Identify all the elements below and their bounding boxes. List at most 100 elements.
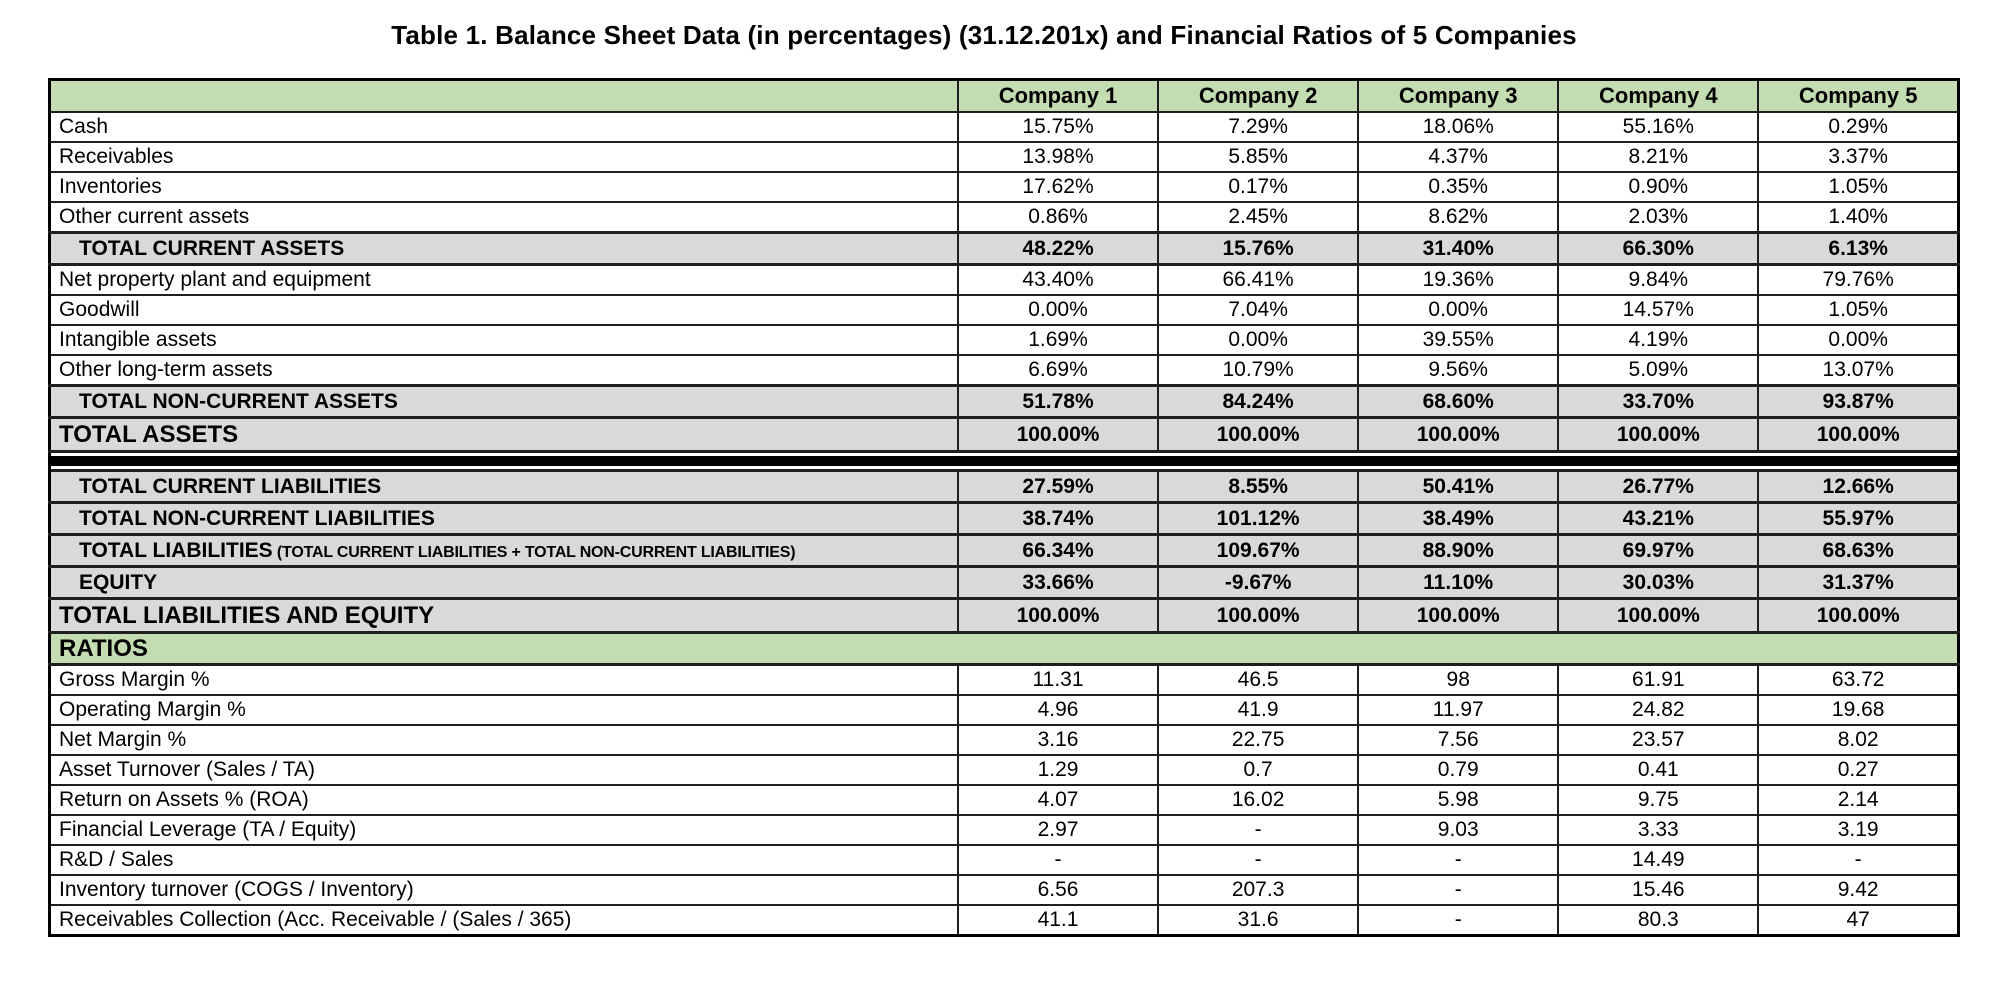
- row-label: Cash: [59, 115, 109, 138]
- value-cell: 0.35%: [1357, 171, 1560, 203]
- table-row: TOTAL CURRENT ASSETS 48.22% 15.76% 31.40% 66…: [48, 231, 1960, 266]
- corner-cell: [48, 78, 959, 113]
- value-cell: 48.22%: [956, 231, 1160, 266]
- value-cell: 11.10%: [1357, 565, 1560, 600]
- value-cell: 0.00%: [1157, 324, 1360, 356]
- value-cell: 68.60%: [1357, 384, 1560, 419]
- balance-sheet-table: Company 1 Company 2 Company 3 Company 4 …: [48, 78, 1960, 937]
- value-cell: 38.74%: [956, 501, 1160, 536]
- value-cell: 109.67%: [1157, 533, 1360, 568]
- value-cell: -9.67%: [1157, 565, 1360, 600]
- table-row: Intangible assets 1.69% 0.00% 39.55% 4.19% 0.…: [48, 324, 1960, 356]
- value-cell: 2.14: [1757, 784, 1960, 816]
- value-cell: 18.06%: [1357, 111, 1560, 143]
- value-cell: 11.31: [956, 663, 1160, 696]
- companies-header-row: Company 1 Company 2 Company 3 Company 4 …: [48, 78, 1960, 113]
- table-row: Gross Margin % 11.31 46.5 98 61.91 63.72: [48, 663, 1960, 696]
- value-cell: 11.97: [1357, 694, 1560, 726]
- row-label-cell: Inventories: [48, 171, 959, 203]
- row-label-cell: Inventory turnover (COGS / Inventory): [48, 874, 959, 906]
- row-label-cell: TOTAL CURRENT ASSETS: [48, 231, 959, 266]
- row-label: Inventory turnover (COGS / Inventory): [59, 878, 414, 901]
- row-label: Other current assets: [59, 205, 250, 228]
- value-cell: 100.00%: [1757, 416, 1960, 453]
- value-cell: 2.45%: [1157, 201, 1360, 234]
- company-2-header: Company 2: [1157, 78, 1360, 113]
- value-cell: 19.68: [1757, 694, 1960, 726]
- value-cell: 15.75%: [956, 111, 1160, 143]
- row-label: Net Margin %: [59, 728, 187, 751]
- row-label-cell: Cash: [48, 111, 959, 143]
- value-cell: 47: [1757, 904, 1960, 937]
- company-5-header: Company 5: [1757, 78, 1960, 113]
- row-label: TOTAL NON-CURRENT ASSETS: [79, 389, 398, 413]
- company-1-header: Company 1: [956, 78, 1160, 113]
- divider-bar: [52, 456, 1956, 466]
- row-label: TOTAL LIABILITIES AND EQUITY: [59, 601, 435, 629]
- value-cell: -: [1757, 844, 1960, 876]
- value-cell: 0.86%: [956, 201, 1160, 234]
- value-cell: 68.63%: [1757, 533, 1960, 568]
- row-label: Goodwill: [59, 298, 140, 321]
- row-label-cell: Goodwill: [48, 294, 959, 326]
- value-cell: 100.00%: [1757, 597, 1960, 634]
- row-label: Net property plant and equipment: [59, 268, 371, 291]
- value-cell: 43.40%: [956, 263, 1160, 296]
- row-sublabel: (TOTAL CURRENT LIABILITIES + TOTAL NON-C…: [272, 543, 796, 561]
- value-cell: 79.76%: [1757, 263, 1960, 296]
- value-cell: 100.00%: [956, 416, 1160, 453]
- value-cell: 55.97%: [1757, 501, 1960, 536]
- table-row: Inventory turnover (COGS / Inventory) 6.5…: [48, 874, 1960, 906]
- row-label-cell: EQUITY: [48, 565, 959, 600]
- table-row: Operating Margin % 4.96 41.9 11.97 24.82 19.6…: [48, 694, 1960, 726]
- value-cell: 100.00%: [1357, 416, 1560, 453]
- value-cell: 9.03: [1357, 814, 1560, 846]
- row-label-cell: Receivables: [48, 141, 959, 173]
- table-row: TOTAL ASSETS 100.00% 100.00% 100.00% 100.00%…: [48, 416, 1960, 453]
- row-label-cell: TOTAL NON-CURRENT ASSETS: [48, 384, 959, 419]
- value-cell: 24.82: [1557, 694, 1760, 726]
- value-cell: 14.57%: [1557, 294, 1760, 326]
- row-label: TOTAL NON-CURRENT LIABILITIES: [79, 506, 435, 530]
- value-cell: 88.90%: [1357, 533, 1560, 568]
- value-cell: 9.75: [1557, 784, 1760, 816]
- value-cell: -: [1157, 814, 1360, 846]
- value-cell: 7.04%: [1157, 294, 1360, 326]
- value-cell: 93.87%: [1757, 384, 1960, 419]
- table-row: Net Margin % 3.16 22.75 7.56 23.57 8.02: [48, 724, 1960, 756]
- table-row: RATIOS: [48, 631, 1960, 666]
- value-cell: 13.98%: [956, 141, 1160, 173]
- value-cell: 7.29%: [1157, 111, 1360, 143]
- value-cell: 8.02: [1757, 724, 1960, 756]
- value-cell: 33.66%: [956, 565, 1160, 600]
- value-cell: 1.40%: [1757, 201, 1960, 234]
- value-cell: 5.85%: [1157, 141, 1360, 173]
- table-row: EQUITY 33.66% -9.67% 11.10% 30.03% 31.37%: [48, 565, 1960, 600]
- row-label-cell: Receivables Collection (Acc. Receivable …: [48, 904, 959, 937]
- value-cell: 31.40%: [1357, 231, 1560, 266]
- value-cell: 84.24%: [1157, 384, 1360, 419]
- row-label: Other long-term assets: [59, 358, 273, 381]
- value-cell: 22.75: [1157, 724, 1360, 756]
- value-cell: 0.7: [1157, 754, 1360, 786]
- value-cell: 8.21%: [1557, 141, 1760, 173]
- value-cell: 13.07%: [1757, 354, 1960, 387]
- row-label-cell: Asset Turnover (Sales / TA): [48, 754, 959, 786]
- value-cell: 2.03%: [1557, 201, 1760, 234]
- table-row: Other current assets 0.86% 2.45% 8.62% 2.03%…: [48, 201, 1960, 234]
- table-row: Asset Turnover (Sales / TA) 1.29 0.7 0.79 0.…: [48, 754, 1960, 786]
- table-row: TOTAL NON-CURRENT LIABILITIES 38.74% 101.1…: [48, 501, 1960, 536]
- value-cell: 100.00%: [956, 597, 1160, 634]
- page-title: Table 1. Balance Sheet Data (in percenta…: [391, 20, 1577, 50]
- value-cell: -: [956, 844, 1160, 876]
- value-cell: 100.00%: [1157, 597, 1360, 634]
- value-cell: 6.69%: [956, 354, 1160, 387]
- value-cell: -: [1357, 904, 1560, 937]
- row-label: TOTAL CURRENT LIABILITIES: [79, 474, 382, 498]
- table-row: Receivables Collection (Acc. Receivable …: [48, 904, 1960, 937]
- value-cell: 63.72: [1757, 663, 1960, 696]
- value-cell: 19.36%: [1357, 263, 1560, 296]
- row-label: Financial Leverage (TA / Equity): [59, 818, 357, 841]
- table-row: [48, 451, 1960, 471]
